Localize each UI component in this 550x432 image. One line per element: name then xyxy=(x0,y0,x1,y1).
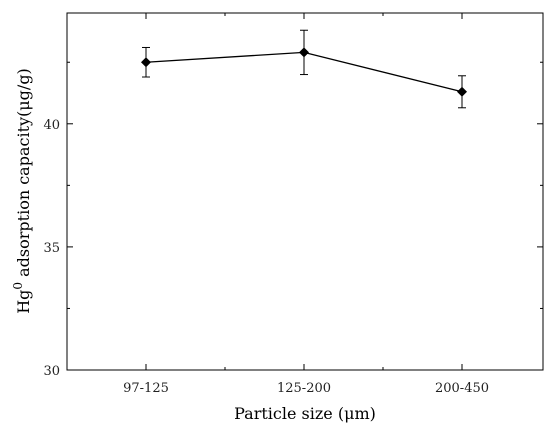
y-axis-title: Hg0 adsorption capacity(μg/g) xyxy=(11,68,33,314)
x-tick-label: 200-450 xyxy=(435,381,489,396)
y-tick-label: 30 xyxy=(43,364,60,379)
y-axis-title-superscript: 0 xyxy=(11,282,25,290)
plot-frame xyxy=(66,12,544,371)
y-axis-title-base: Hg xyxy=(14,290,33,314)
plot-area xyxy=(66,12,544,371)
x-axis-ticks: 97-125 125-200 200-450 xyxy=(123,13,489,396)
y-tick-label: 40 xyxy=(43,118,60,133)
y-axis-ticks: 30 35 40 xyxy=(43,61,543,379)
data-point-diamond xyxy=(457,86,467,97)
x-tick-label: 97-125 xyxy=(123,381,169,396)
data-point-diamond xyxy=(141,57,151,68)
x-axis-title: Particle size (μm) xyxy=(234,404,376,423)
series-layer xyxy=(141,29,467,109)
y-tick-label: 35 xyxy=(43,241,60,256)
data-point-diamond xyxy=(299,47,309,58)
x-tick-label: 125-200 xyxy=(277,381,331,396)
y-axis-title-rest: adsorption capacity(μg/g) xyxy=(14,68,33,282)
